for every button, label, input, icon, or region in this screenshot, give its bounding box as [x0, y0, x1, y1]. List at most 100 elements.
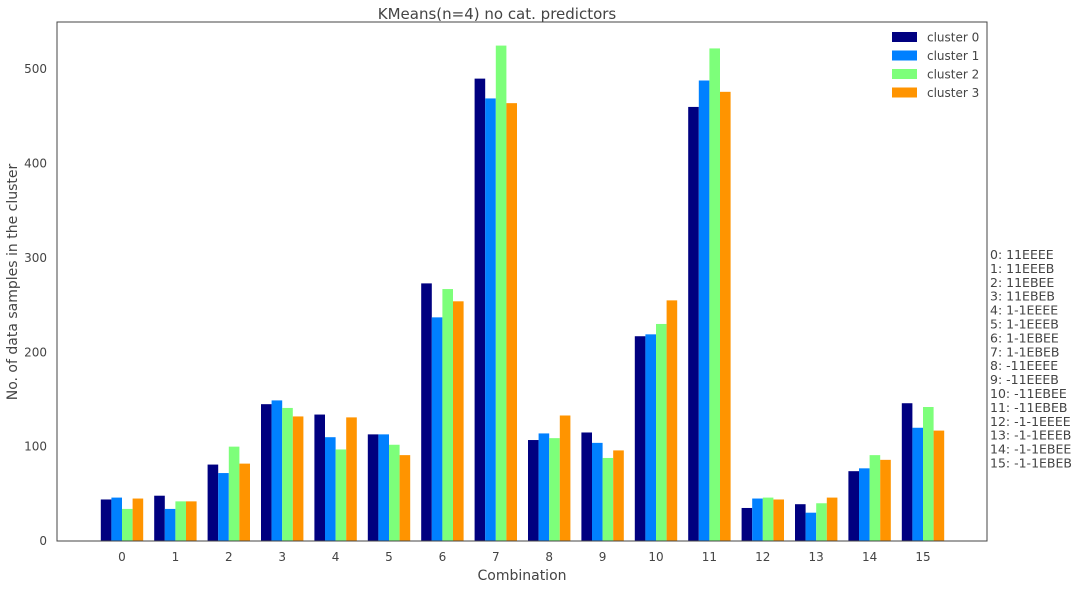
legend-swatch — [892, 69, 917, 79]
bar-cluster-2-combination-1 — [175, 501, 186, 541]
bar-cluster-2-combination-9 — [602, 457, 614, 541]
bar-cluster-1-combination-9 — [592, 442, 603, 541]
bars-layer — [100, 45, 945, 542]
y-tick-label: 0 — [39, 534, 47, 548]
legend-label: cluster 0 — [927, 31, 979, 45]
legend-swatch — [892, 87, 917, 98]
bar-cluster-0-combination-3 — [261, 404, 272, 541]
bar-cluster-1-combination-11 — [698, 80, 710, 541]
x-tick-label: 12 — [755, 550, 770, 564]
bar-cluster-1-combination-0 — [111, 497, 122, 541]
bar-cluster-0-combination-10 — [634, 336, 646, 541]
y-axis-label: No. of data samples in the cluster — [5, 164, 21, 401]
bar-cluster-2-combination-11 — [709, 48, 720, 542]
bar-cluster-1-combination-7 — [485, 98, 496, 542]
bar-cluster-3-combination-3 — [292, 416, 304, 541]
bar-cluster-0-combination-13 — [795, 504, 806, 541]
bar-cluster-3-combination-10 — [666, 300, 678, 541]
bar-cluster-3-combination-15 — [933, 430, 945, 541]
bar-cluster-3-combination-5 — [399, 455, 411, 541]
bar-cluster-2-combination-14 — [869, 455, 881, 541]
bar-cluster-1-combination-1 — [164, 508, 176, 541]
legend-swatch — [892, 32, 917, 42]
bar-cluster-2-combination-4 — [335, 449, 347, 541]
combination-key-item: 9: -11EEEB — [990, 372, 1059, 387]
y-tick-label: 300 — [24, 251, 47, 265]
legend: cluster 0 cluster 1 cluster 2 cluster 3 — [892, 31, 979, 100]
combination-key-item: 5: 1-1EEEB — [990, 317, 1059, 332]
bar-cluster-1-combination-12 — [752, 498, 763, 541]
combination-key-item: 15: -1-1EBEB — [990, 456, 1072, 471]
bar-cluster-3-combination-13 — [826, 497, 838, 541]
plot-frame — [56, 21, 988, 542]
bar-cluster-1-combination-14 — [859, 468, 870, 541]
x-tick-label: 7 — [492, 550, 500, 564]
combination-key-item: 8: -11EEEE — [990, 358, 1058, 373]
bar-cluster-0-combination-6 — [421, 283, 432, 541]
x-tick-label: 11 — [702, 550, 717, 564]
combination-key-item: 0: 11EEEE — [990, 247, 1054, 262]
bar-cluster-3-combination-14 — [880, 459, 891, 541]
bar-cluster-0-combination-2 — [207, 464, 219, 541]
x-tick-label: 4 — [332, 550, 340, 564]
x-tick-label: 14 — [862, 550, 877, 564]
bar-cluster-1-combination-15 — [912, 427, 923, 541]
combination-key-item: 13: -1-1EEEB — [990, 428, 1071, 443]
bar-cluster-1-combination-6 — [431, 317, 443, 541]
combination-key-item: 14: -1-1EBEE — [990, 442, 1071, 457]
bar-cluster-2-combination-2 — [228, 446, 240, 541]
bar-cluster-1-combination-5 — [378, 434, 389, 541]
bar-cluster-2-combination-3 — [282, 407, 293, 541]
combination-key-item: 11: -11EBEB — [990, 400, 1067, 415]
bar-cluster-3-combination-6 — [453, 301, 464, 541]
bar-cluster-0-combination-0 — [100, 499, 112, 541]
x-tick-label: 10 — [648, 550, 663, 564]
x-tick-label: 8 — [545, 550, 553, 564]
combination-key-item: 2: 11EBEE — [990, 275, 1054, 290]
combination-key-item: 6: 1-1EBEE — [990, 330, 1059, 345]
x-tick-label: 5 — [385, 550, 393, 564]
combination-key-item: 10: -11EBEE — [990, 386, 1067, 401]
bar-cluster-3-combination-12 — [773, 499, 784, 541]
bar-cluster-1-combination-4 — [325, 437, 336, 541]
bar-cluster-0-combination-5 — [367, 434, 379, 541]
bar-cluster-1-combination-3 — [271, 400, 283, 541]
bar-cluster-2-combination-0 — [122, 508, 133, 541]
bar-cluster-3-combination-11 — [720, 91, 731, 541]
bar-cluster-2-combination-5 — [389, 444, 400, 541]
x-axis-label: Combination — [477, 568, 566, 584]
y-tick-label: 100 — [24, 440, 47, 454]
x-tick-label: 0 — [118, 550, 126, 564]
combination-key-item: 7: 1-1EBEB — [990, 344, 1060, 359]
x-tick-label: 2 — [225, 550, 233, 564]
y-tick-label: 500 — [24, 62, 47, 76]
bar-cluster-2-combination-10 — [656, 323, 667, 541]
bar-cluster-0-combination-1 — [154, 495, 165, 541]
bar-cluster-0-combination-7 — [474, 78, 486, 542]
x-tick-label: 3 — [278, 550, 286, 564]
bar-cluster-3-combination-1 — [186, 501, 197, 541]
bar-cluster-1-combination-8 — [538, 433, 550, 541]
y-tick-label: 400 — [24, 157, 47, 171]
combination-key-item: 3: 11EBEB — [990, 289, 1055, 304]
bar-cluster-2-combination-12 — [762, 497, 774, 541]
bar-cluster-3-combination-7 — [506, 103, 517, 542]
legend-label: cluster 2 — [927, 68, 979, 82]
bar-cluster-1-combination-10 — [645, 334, 656, 541]
bar-cluster-3-combination-0 — [132, 498, 144, 541]
bar-cluster-3-combination-2 — [239, 463, 250, 541]
bar-cluster-2-combination-7 — [495, 45, 507, 541]
bar-cluster-1-combination-13 — [805, 512, 817, 541]
y-tick-label: 200 — [24, 345, 47, 359]
bar-cluster-0-combination-8 — [528, 440, 539, 541]
bar-cluster-0-combination-9 — [581, 432, 592, 541]
combination-key-item: 1: 11EEEB — [990, 261, 1054, 276]
combination-key-item: 4: 1-1EEEE — [990, 303, 1058, 318]
bar-cluster-3-combination-9 — [613, 450, 624, 541]
bar-cluster-0-combination-11 — [688, 106, 699, 541]
bar-cluster-0-combination-12 — [741, 507, 753, 541]
